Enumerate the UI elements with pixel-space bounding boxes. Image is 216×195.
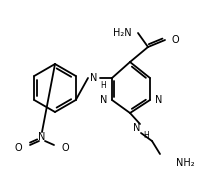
Text: N: N	[133, 123, 141, 133]
Text: N: N	[100, 95, 107, 105]
Text: H: H	[143, 130, 149, 139]
Text: H: H	[100, 81, 106, 90]
Text: NH₂: NH₂	[176, 158, 195, 168]
Text: H₂N: H₂N	[113, 28, 132, 38]
Text: O: O	[14, 143, 22, 153]
Text: O: O	[62, 143, 70, 153]
Text: N: N	[38, 132, 46, 142]
Text: O: O	[171, 35, 179, 45]
Text: N: N	[155, 95, 162, 105]
Text: N: N	[90, 73, 98, 83]
